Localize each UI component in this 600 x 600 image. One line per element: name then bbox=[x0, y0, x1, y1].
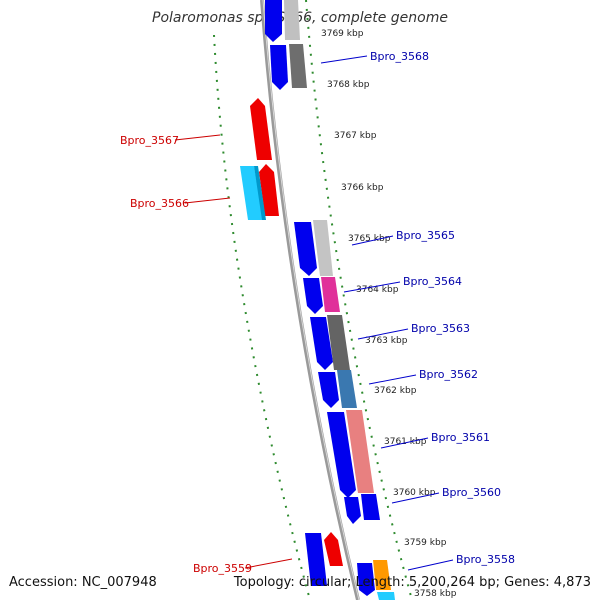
forward-genes bbox=[265, 0, 380, 596]
gene-bpro-3558[interactable] bbox=[357, 563, 375, 596]
accession-label: Accession: NC_007948 bbox=[9, 575, 157, 590]
gene-bpro-3566-c bbox=[254, 166, 266, 220]
genome-backbone bbox=[260, 0, 360, 600]
gene-label-bpro-3558[interactable]: Bpro_3558 bbox=[456, 553, 515, 566]
tick-label: 3769 kbp bbox=[321, 29, 364, 39]
box-3569 bbox=[284, 0, 300, 40]
tick-label: 3759 kbp bbox=[404, 538, 447, 548]
box-3561 bbox=[346, 410, 374, 493]
tick-label: 3766 kbp bbox=[341, 183, 384, 193]
gene-label-bpro-3560[interactable]: Bpro_3560 bbox=[442, 486, 501, 499]
gene-bpro-3561[interactable] bbox=[327, 412, 356, 498]
tick-label: 3764 kbp bbox=[356, 285, 399, 295]
gene-bpro-3564[interactable] bbox=[303, 278, 323, 314]
outer-dotted-track bbox=[305, 0, 413, 600]
gene-bpro-3560[interactable] bbox=[361, 494, 380, 520]
gene-label-bpro-3567[interactable]: Bpro_3567 bbox=[120, 134, 179, 147]
box-3562 bbox=[337, 370, 357, 408]
box-3568 bbox=[289, 44, 307, 88]
gene-label-bpro-3564[interactable]: Bpro_3564 bbox=[403, 275, 462, 288]
box-3563 bbox=[327, 315, 350, 370]
tick-label: 3761 kbp bbox=[384, 437, 427, 447]
gene-bpro-3566-a[interactable] bbox=[259, 164, 279, 216]
gene-bpro-3562[interactable] bbox=[318, 372, 339, 408]
box-3558 bbox=[373, 560, 391, 590]
gene-bpro-3560-a[interactable] bbox=[344, 497, 361, 524]
box-3564 bbox=[321, 277, 340, 312]
tick-label: 3758 kbp bbox=[414, 589, 457, 599]
gene-bpro-3563[interactable] bbox=[310, 317, 333, 370]
genome-summary: Topology: circular; Length: 5,200,264 bp… bbox=[233, 575, 591, 590]
gene-bpro-3566-b[interactable] bbox=[240, 166, 263, 220]
gene-label-bpro-3565[interactable]: Bpro_3565 bbox=[396, 229, 455, 242]
tick-label: 3763 kbp bbox=[365, 336, 408, 346]
gene-bpro-3568[interactable] bbox=[270, 45, 288, 90]
tick-label: 3767 kbp bbox=[334, 131, 377, 141]
tick-labels: 3769 kbp 3768 kbp 3767 kbp 3766 kbp 3765… bbox=[321, 29, 457, 599]
gene-bpro-3567[interactable] bbox=[250, 98, 272, 160]
gene-bpro-3559[interactable] bbox=[324, 532, 343, 566]
gene-bpro-3559-b[interactable] bbox=[305, 533, 327, 586]
reverse-genes bbox=[240, 98, 343, 566]
label-leaders bbox=[174, 55, 454, 571]
tick-label: 3765 kbp bbox=[348, 234, 391, 244]
function-boxes bbox=[284, 0, 395, 600]
gene-label-bpro-3561[interactable]: Bpro_3561 bbox=[431, 431, 490, 444]
gene-bpro-3565[interactable] bbox=[294, 222, 317, 276]
tick-label: 3768 kbp bbox=[327, 80, 370, 90]
gene-label-bpro-3566[interactable]: Bpro_3566 bbox=[130, 197, 189, 210]
tick-label: 3760 kbp bbox=[393, 488, 436, 498]
box-3565 bbox=[313, 220, 333, 276]
gene-labels: Bpro_3568 Bpro_3567 Bpro_3566 Bpro_3565 … bbox=[120, 50, 515, 575]
gene-label-bpro-3559[interactable]: Bpro_3559 bbox=[193, 562, 252, 575]
map-title: Polaromonas sp. JS666, complete genome bbox=[152, 10, 448, 26]
gene-label-bpro-3562[interactable]: Bpro_3562 bbox=[419, 368, 478, 381]
gene-label-bpro-3563[interactable]: Bpro_3563 bbox=[411, 322, 470, 335]
gene-label-bpro-3568[interactable]: Bpro_3568 bbox=[370, 50, 429, 63]
tick-label: 3762 kbp bbox=[374, 386, 417, 396]
gene-bpro-3569[interactable] bbox=[265, 0, 282, 42]
box-3558-b bbox=[377, 592, 395, 600]
